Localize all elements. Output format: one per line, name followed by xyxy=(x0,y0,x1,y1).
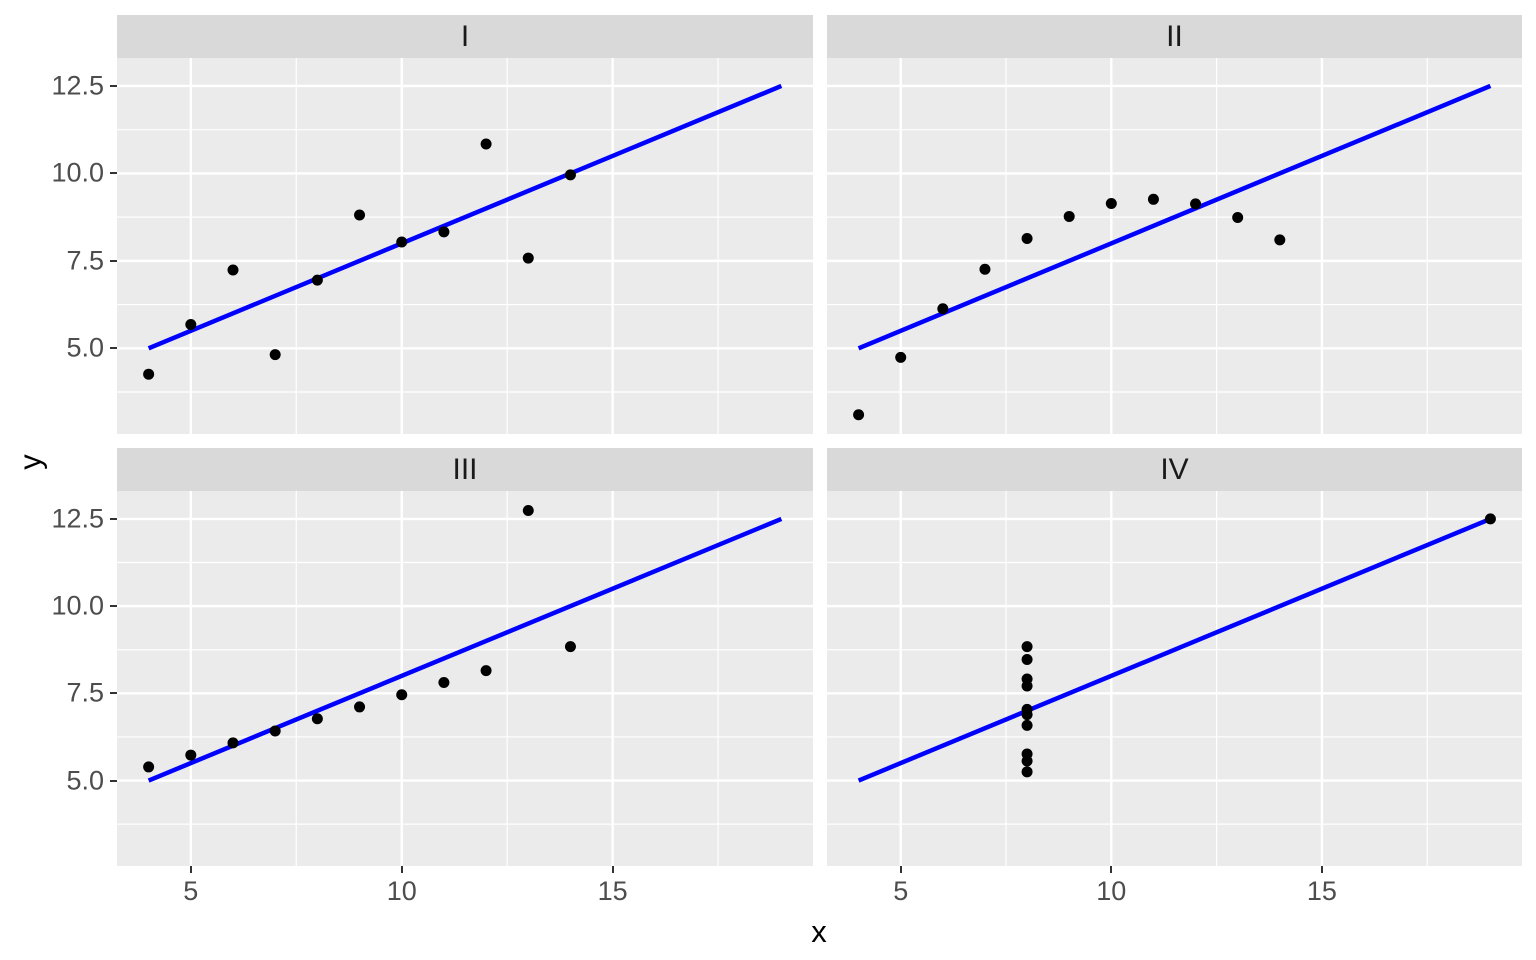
scatter-point xyxy=(354,701,366,713)
facet-strip-label-I: I xyxy=(460,19,470,53)
y-tick-mark xyxy=(110,517,117,520)
x-tick-mark xyxy=(1320,866,1323,873)
facet-strip-III: III xyxy=(117,448,813,491)
facet-II: II xyxy=(827,15,1522,434)
y-tick-mark xyxy=(110,605,117,608)
scatter-point xyxy=(1021,641,1033,653)
x-tick-mark xyxy=(611,866,614,873)
scatter-point xyxy=(438,677,450,689)
plot-area-I xyxy=(117,58,813,434)
x-tick-label: 10 xyxy=(386,876,417,906)
scatter-point xyxy=(311,713,323,725)
scatter-point xyxy=(522,505,534,517)
scatter-point xyxy=(354,209,366,221)
scatter-point xyxy=(269,725,281,737)
scatter-point xyxy=(143,368,155,380)
scatter-point xyxy=(1105,198,1117,210)
plot-area-IV xyxy=(827,491,1522,866)
x-tick-mark xyxy=(400,866,403,873)
regression-line xyxy=(857,83,1492,351)
x-tick-label: 5 xyxy=(183,876,199,906)
scatter-point xyxy=(438,226,450,238)
facet-strip-label-III: III xyxy=(452,452,478,486)
x-tick-mark xyxy=(1110,866,1113,873)
scatter-point xyxy=(311,274,323,286)
y-tick-mark xyxy=(110,172,117,175)
y-tick-label: 5.0 xyxy=(66,765,104,796)
y-tick-label: 12.5 xyxy=(51,503,104,534)
plot-area-II xyxy=(827,58,1522,434)
facet-I: I xyxy=(117,15,813,434)
scatter-point xyxy=(1484,513,1496,525)
y-tick-label: 7.5 xyxy=(66,677,104,708)
facet-III: III xyxy=(117,448,813,866)
regression-line xyxy=(147,516,783,783)
y-tick-label: 12.5 xyxy=(51,70,104,101)
x-tick-mark xyxy=(189,866,192,873)
scatter-point xyxy=(1063,210,1075,222)
scatter-point xyxy=(1021,755,1033,767)
scatter-point xyxy=(1232,211,1244,223)
scatter-point xyxy=(269,349,281,361)
scatter-point xyxy=(227,737,239,749)
x-tick-label: 15 xyxy=(597,876,628,906)
y-axis-title: y xyxy=(12,454,48,470)
x-tick-mark xyxy=(899,866,902,873)
scatter-point xyxy=(564,641,576,653)
scatter-point xyxy=(1021,766,1033,778)
y-tick-label: 10.0 xyxy=(51,590,104,621)
scatter-point xyxy=(853,409,865,421)
scatter-point xyxy=(1021,673,1033,685)
scatter-point xyxy=(1021,719,1033,731)
facet-strip-label-II: II xyxy=(1166,19,1183,53)
x-tick-label: 10 xyxy=(1096,876,1127,906)
x-tick-label: 5 xyxy=(893,876,909,906)
regression-line xyxy=(147,83,783,351)
y-tick-label: 5.0 xyxy=(66,332,104,363)
scatter-point xyxy=(522,252,534,264)
plot-area-III xyxy=(117,491,813,866)
scatter-point xyxy=(480,138,492,150)
scatter-point xyxy=(564,169,576,181)
scatter-point xyxy=(396,689,408,701)
scatter-point xyxy=(1021,653,1033,665)
scatter-point xyxy=(1147,193,1159,205)
scatter-point xyxy=(396,236,408,248)
y-tick-label: 10.0 xyxy=(51,157,104,188)
facet-strip-II: II xyxy=(827,15,1522,58)
y-tick-mark xyxy=(110,84,117,87)
scatter-point xyxy=(185,749,197,761)
scatter-point xyxy=(185,319,197,331)
regression-line xyxy=(857,516,1492,783)
y-tick-mark xyxy=(110,347,117,350)
scatter-point xyxy=(1021,232,1033,244)
x-tick-label: 15 xyxy=(1306,876,1337,906)
x-axis-title: x xyxy=(811,914,827,949)
facet-strip-label-IV: IV xyxy=(1160,452,1189,486)
scatter-point xyxy=(1274,234,1286,246)
scatter-point xyxy=(1021,709,1033,721)
scatter-point xyxy=(480,665,492,677)
y-tick-mark xyxy=(110,259,117,262)
facet-strip-IV: IV xyxy=(827,448,1522,491)
facet-strip-I: I xyxy=(117,15,813,58)
facet-IV: IV xyxy=(827,448,1522,866)
y-tick-label: 7.5 xyxy=(66,245,104,276)
scatter-point xyxy=(937,303,949,315)
scatter-point xyxy=(979,263,991,275)
y-tick-mark xyxy=(110,692,117,695)
scatter-point xyxy=(895,351,907,363)
y-tick-mark xyxy=(110,779,117,782)
scatter-point xyxy=(227,264,239,276)
scatter-point xyxy=(143,761,155,773)
scatter-point xyxy=(1190,198,1202,210)
